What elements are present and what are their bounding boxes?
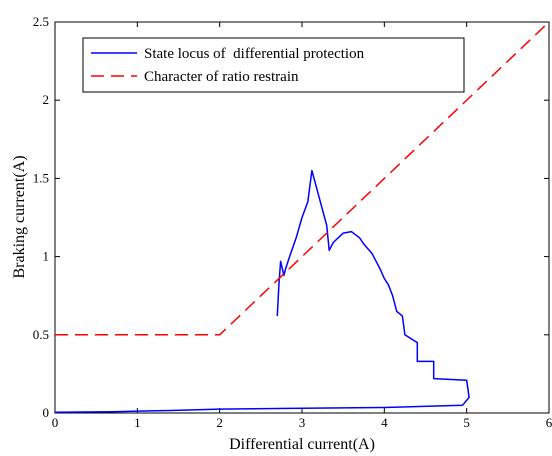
x-tick-label: 0 <box>52 415 59 430</box>
series-line-state-locus <box>54 169 470 413</box>
x-axis-label: Differential current(A) <box>229 436 375 453</box>
y-axis-ticks: 0 0.5 1 1.5 2 2.5 <box>33 14 549 420</box>
y-tick-label: 2 <box>43 92 50 107</box>
x-tick-label: 1 <box>134 415 141 430</box>
y-tick-label: 1 <box>43 249 50 264</box>
x-tick-label: 4 <box>381 415 388 430</box>
legend-label-restrain: Character of ratio restrain <box>144 69 299 85</box>
series-layer <box>54 21 550 413</box>
x-tick-label: 3 <box>299 415 306 430</box>
series-line-ratio-restrain <box>55 21 550 336</box>
x-axis-ticks: 0 1 2 3 4 5 6 <box>52 22 552 430</box>
legend-label-locus: State locus of differential protection <box>144 46 365 62</box>
x-tick-label: 6 <box>546 415 552 430</box>
y-tick-label: 2.5 <box>33 14 49 29</box>
y-tick-label: 0 <box>43 405 50 420</box>
legend-box <box>82 37 465 93</box>
y-axis-label: Braking current(A) <box>11 155 28 278</box>
legend: State locus of differential protection C… <box>82 37 465 93</box>
x-tick-label: 2 <box>216 415 223 430</box>
x-tick-label: 5 <box>463 415 470 430</box>
y-tick-label: 0.5 <box>33 327 49 342</box>
y-tick-label: 1.5 <box>33 170 49 185</box>
